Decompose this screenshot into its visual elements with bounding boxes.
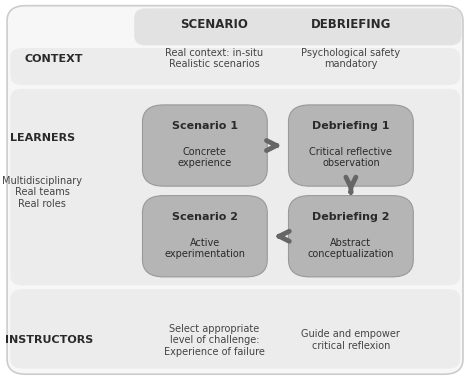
FancyBboxPatch shape	[10, 289, 460, 369]
Text: Scenario 1: Scenario 1	[172, 121, 238, 131]
FancyBboxPatch shape	[142, 196, 268, 277]
FancyBboxPatch shape	[288, 105, 414, 186]
Text: Scenario 2: Scenario 2	[172, 212, 238, 222]
Text: Active
experimentation: Active experimentation	[164, 237, 245, 259]
Text: Abstract
conceptualization: Abstract conceptualization	[308, 237, 394, 259]
Text: Debriefing 2: Debriefing 2	[312, 212, 390, 222]
FancyBboxPatch shape	[10, 48, 460, 85]
Text: Select appropriate
level of challenge:
Experience of failure: Select appropriate level of challenge: E…	[164, 324, 265, 357]
Text: SCENARIO: SCENARIO	[180, 18, 248, 31]
Text: Critical reflective
observation: Critical reflective observation	[309, 147, 392, 169]
FancyBboxPatch shape	[134, 8, 462, 45]
Text: CONTEXT: CONTEXT	[25, 54, 83, 64]
FancyBboxPatch shape	[7, 6, 463, 374]
Text: INSTRUCTORS: INSTRUCTORS	[5, 335, 94, 345]
Text: Multidisciplinary
Real teams
Real roles: Multidisciplinary Real teams Real roles	[2, 176, 82, 209]
FancyBboxPatch shape	[288, 196, 414, 277]
Text: Debriefing 1: Debriefing 1	[312, 121, 390, 131]
Text: DEBRIEFING: DEBRIEFING	[311, 18, 391, 31]
Text: LEARNERS: LEARNERS	[10, 133, 75, 143]
FancyBboxPatch shape	[10, 89, 460, 285]
Text: Concrete
experience: Concrete experience	[178, 147, 232, 169]
Text: Guide and empower
critical reflexion: Guide and empower critical reflexion	[301, 329, 400, 351]
Text: Psychological safety
mandatory: Psychological safety mandatory	[301, 48, 400, 70]
FancyBboxPatch shape	[142, 105, 268, 186]
Text: Real context: in-situ
Realistic scenarios: Real context: in-situ Realistic scenario…	[165, 48, 263, 70]
